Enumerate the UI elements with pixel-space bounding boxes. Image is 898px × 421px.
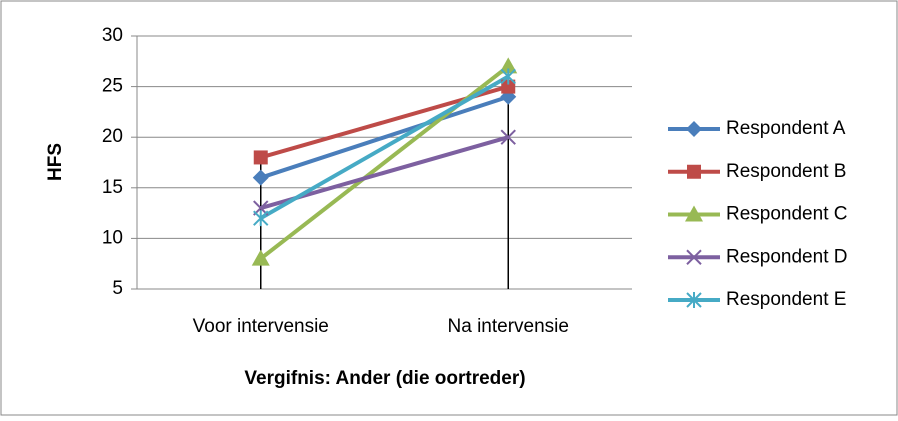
y-tick-label: 20 — [102, 126, 123, 147]
legend-marker — [687, 164, 701, 179]
legend-label: Respondent D — [726, 246, 847, 267]
point — [252, 169, 269, 186]
legend-marker — [685, 205, 703, 222]
y-tick-label: 10 — [102, 227, 123, 248]
legend-label: Respondent E — [726, 289, 846, 310]
y-tick-label: 30 — [102, 25, 123, 46]
point — [499, 57, 518, 74]
legend-label: Respondent C — [726, 204, 847, 225]
legend-marker — [686, 249, 702, 265]
x-tick-label: Voor intervensie — [193, 316, 329, 337]
point — [253, 210, 269, 227]
y-tick-label: 25 — [102, 76, 123, 97]
y-tick-label: 15 — [102, 177, 123, 198]
x-tick-label: Na intervensie — [448, 316, 569, 337]
legend-label: Respondent B — [726, 161, 846, 182]
point — [251, 249, 270, 266]
point — [253, 150, 268, 165]
legend-marker — [686, 292, 702, 308]
point — [500, 129, 516, 145]
y-tick-label: 5 — [112, 278, 123, 299]
x-axis-title: Vergifnis: Ander (die oortreder) — [244, 368, 525, 389]
point — [500, 68, 516, 85]
legend-label: Respondent A — [726, 118, 846, 139]
point — [501, 79, 516, 94]
legend-marker — [686, 121, 702, 137]
y-axis-title: HFS — [45, 143, 66, 181]
series-line — [259, 74, 510, 220]
series-line — [260, 94, 509, 180]
